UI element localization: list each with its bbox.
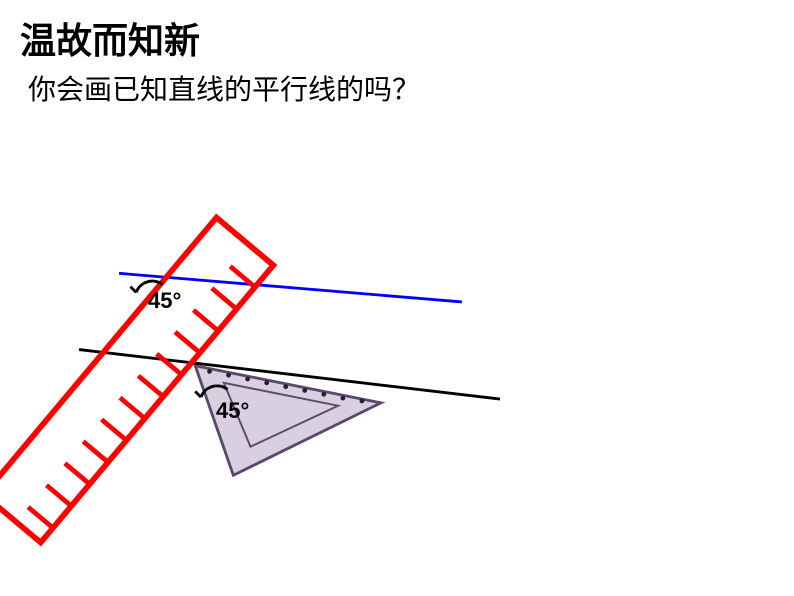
angle2-label: 45° — [216, 398, 249, 424]
angle2-tick — [195, 391, 201, 397]
angle1-tick — [130, 287, 136, 293]
question-text: 你会画已知直线的平行线的吗？ — [28, 68, 420, 108]
title-text: 温故而知新 — [20, 20, 200, 61]
question-content: 你会画已知直线的平行线的吗？ — [28, 74, 420, 105]
geometry-diagram — [0, 180, 600, 580]
page-title: 温故而知新 — [20, 12, 200, 64]
angle1-label: 45° — [148, 288, 181, 314]
angle1-text: 45° — [148, 288, 181, 313]
angle2-text: 45° — [216, 398, 249, 423]
